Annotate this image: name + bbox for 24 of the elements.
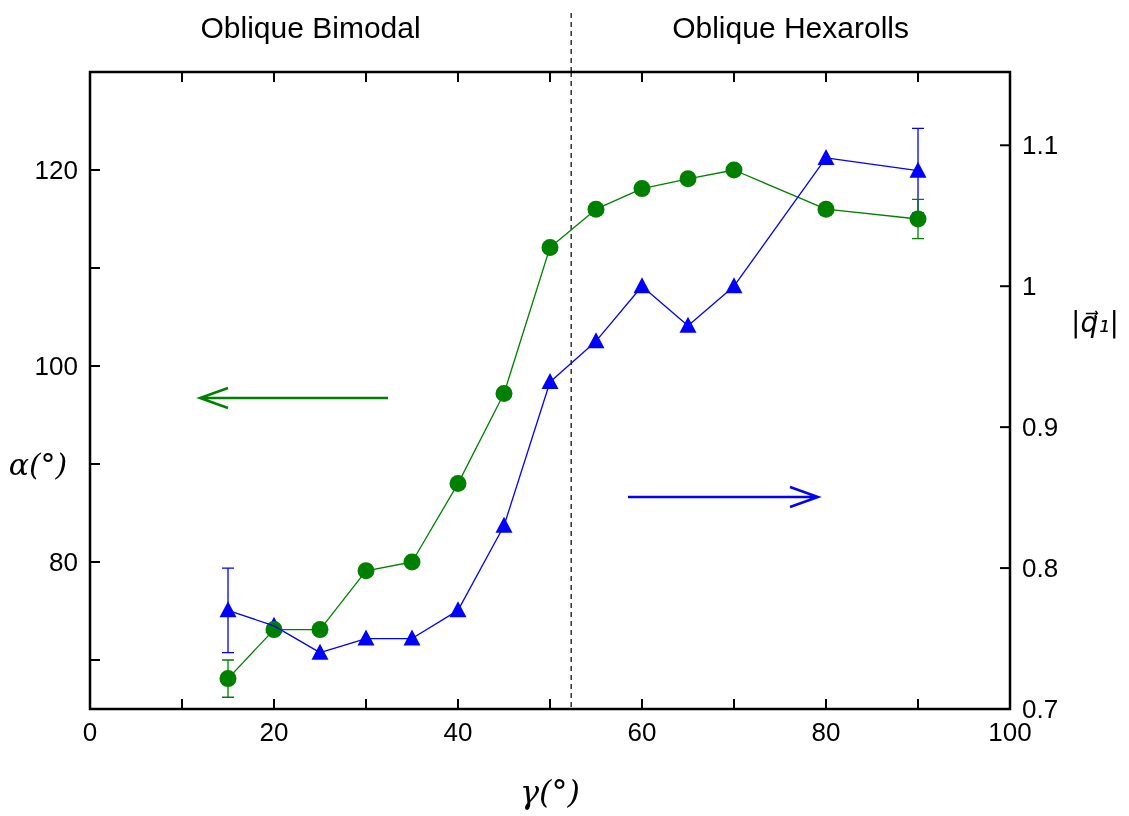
point: [909, 210, 927, 228]
x-tick-label: 80: [811, 717, 841, 747]
y2-axis-title: |q⃗₁|: [1071, 306, 1119, 339]
point: [357, 629, 375, 646]
point: [909, 161, 927, 178]
y2-tick-label: 1: [1022, 271, 1037, 302]
text: Oblique Bimodal: [200, 11, 421, 44]
y-tick-label: 100: [34, 351, 78, 381]
y2-tick-label: 0.9: [1022, 412, 1059, 443]
point: [219, 670, 237, 688]
point: [403, 629, 421, 646]
point: [679, 316, 697, 333]
x-tick-label: 40: [443, 717, 473, 747]
y-axis-title: α(°): [8, 447, 68, 482]
point: [311, 643, 329, 660]
y2-tick-label: 1.1: [1022, 130, 1059, 161]
x-axis-title: γ(°): [519, 773, 581, 811]
y2-tick-label: 0.8: [1022, 553, 1059, 584]
y-tick-label: 80: [49, 547, 78, 577]
y-tick-label: 120: [34, 155, 78, 185]
x-tick-label: 20: [259, 717, 289, 747]
x-tick-label: 60: [627, 717, 657, 747]
x-tick-label: 0: [82, 717, 98, 747]
text: Oblique Hexarolls: [672, 11, 909, 44]
